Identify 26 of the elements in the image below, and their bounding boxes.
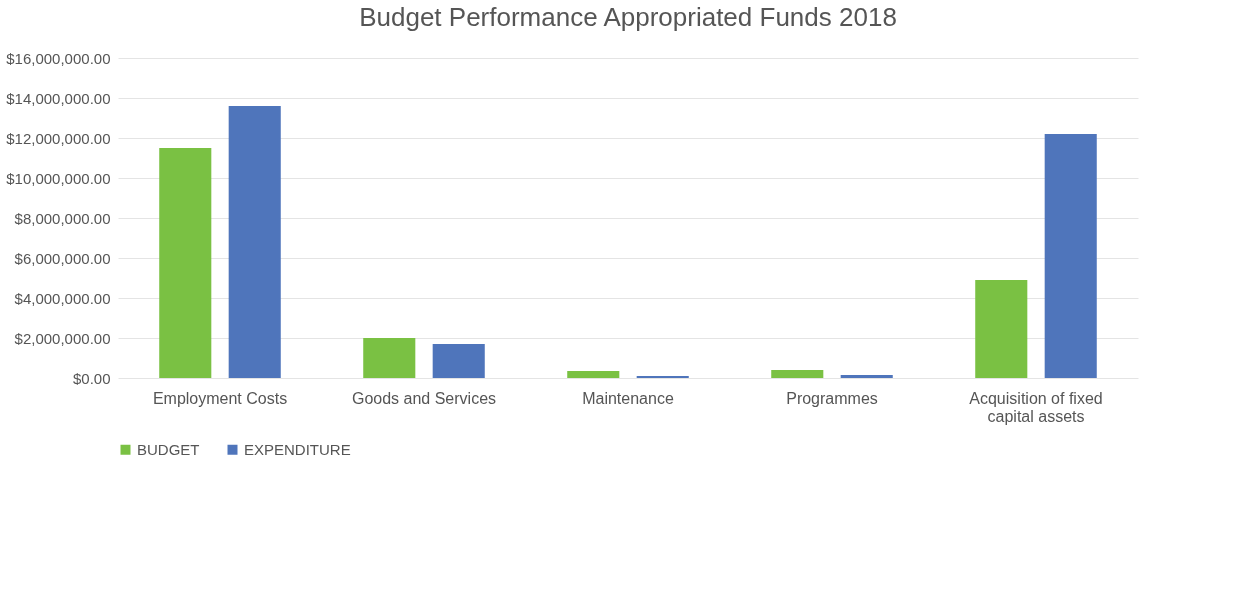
y-tick-label: $0.00 [72,369,111,387]
y-tick-label: $4,000,000.00 [14,289,111,307]
y-tick-label: $2,000,000.00 [14,329,111,347]
x-tick-label: Employment Costs [152,389,288,407]
y-tick-label: $8,000,000.00 [14,209,111,227]
y-tick-label: $16,000,000.00 [6,49,111,67]
y-tick-label: $14,000,000.00 [6,89,111,107]
x-tick-label: Maintenance [582,389,674,407]
legend-label: EXPENDITURE [244,440,351,458]
bar [975,280,1028,378]
bar [840,375,893,378]
chart-title: Budget Performance Appropriated Funds 2018 [359,2,897,32]
bar [1044,134,1097,378]
bar [771,370,824,378]
x-tick-label: Acquisition of fixed capital assets [969,389,1103,425]
bar [363,338,416,378]
x-tick-label: Goods and Services [351,389,497,407]
bar [567,371,620,378]
y-tick-label: $6,000,000.00 [14,249,111,267]
bar [228,106,281,378]
y-tick-label: $10,000,000.00 [6,169,111,187]
x-tick-label: Programmes [786,389,878,407]
bar [432,344,485,378]
bar [159,148,212,378]
legend-label: BUDGET [137,440,200,458]
y-tick-label: $12,000,000.00 [6,129,111,147]
